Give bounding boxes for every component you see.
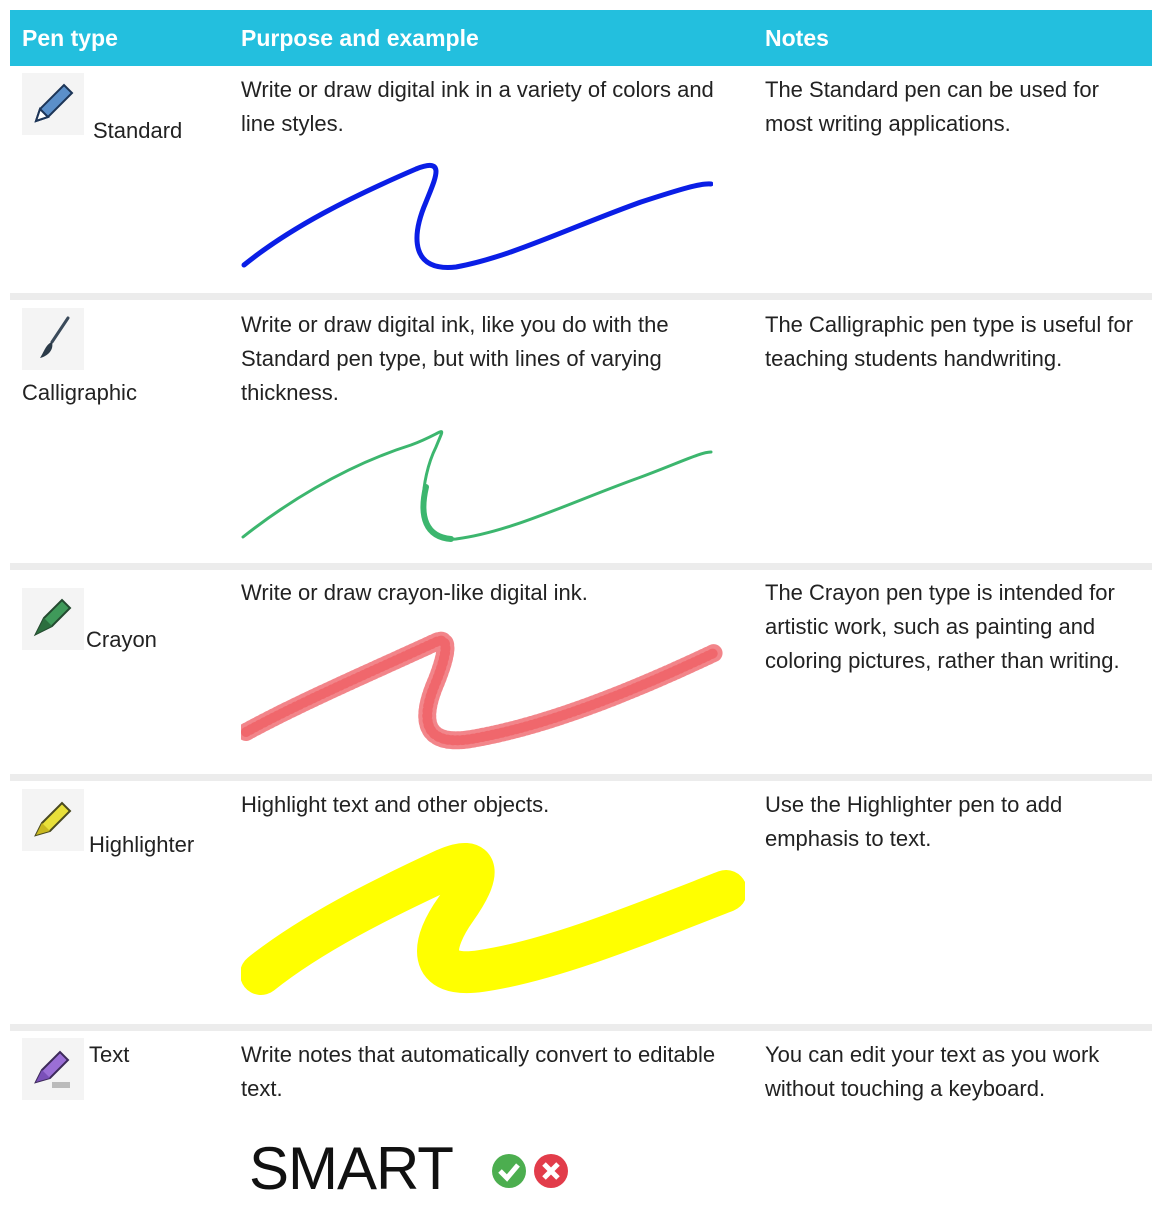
smart-text: SMART [249, 1135, 454, 1202]
purpose: Write or draw digital ink in a variety o… [241, 77, 714, 136]
purpose: Write or draw crayon-like digital ink. [241, 580, 588, 605]
pen-icon [22, 588, 84, 650]
row-separator [10, 1024, 1152, 1031]
header-cell: Notes [765, 25, 829, 51]
notes: You can edit your text as you work witho… [765, 1042, 1100, 1101]
pen-icon [22, 1038, 84, 1100]
notes: The Standard pen can be used for most wr… [765, 77, 1099, 136]
example-image [241, 839, 745, 1004]
pen-icon [22, 73, 84, 135]
pen-name: Highlighter [89, 832, 195, 857]
pen-name: Calligraphic [22, 380, 137, 405]
header-cell: Purpose and example [241, 25, 479, 51]
pen-icon [22, 789, 84, 851]
example-image [241, 627, 725, 754]
pen-name: Crayon [86, 627, 157, 652]
notes: The Calligraphic pen type is useful for … [765, 312, 1134, 371]
example-image [241, 427, 713, 543]
purpose: Highlight text and other objects. [241, 792, 550, 817]
row-separator [10, 563, 1152, 570]
pen-name: Standard [93, 118, 183, 143]
header-cell: Pen type [22, 25, 118, 51]
example-image [241, 157, 713, 274]
purpose: Write notes that automatically convert t… [241, 1042, 716, 1101]
header-bar [10, 10, 1152, 66]
row-separator [10, 774, 1152, 781]
row-separator [10, 293, 1152, 300]
pen-icon [22, 308, 84, 370]
example-image: SMART [241, 1123, 585, 1215]
purpose: Write or draw digital ink, like you do w… [241, 312, 669, 405]
pen-name: Text [89, 1042, 130, 1067]
notes: Use the Highlighter pen to add emphasis … [765, 792, 1063, 851]
notes: The Crayon pen type is intended for arti… [765, 580, 1120, 673]
check-cross-icons [492, 1154, 568, 1188]
